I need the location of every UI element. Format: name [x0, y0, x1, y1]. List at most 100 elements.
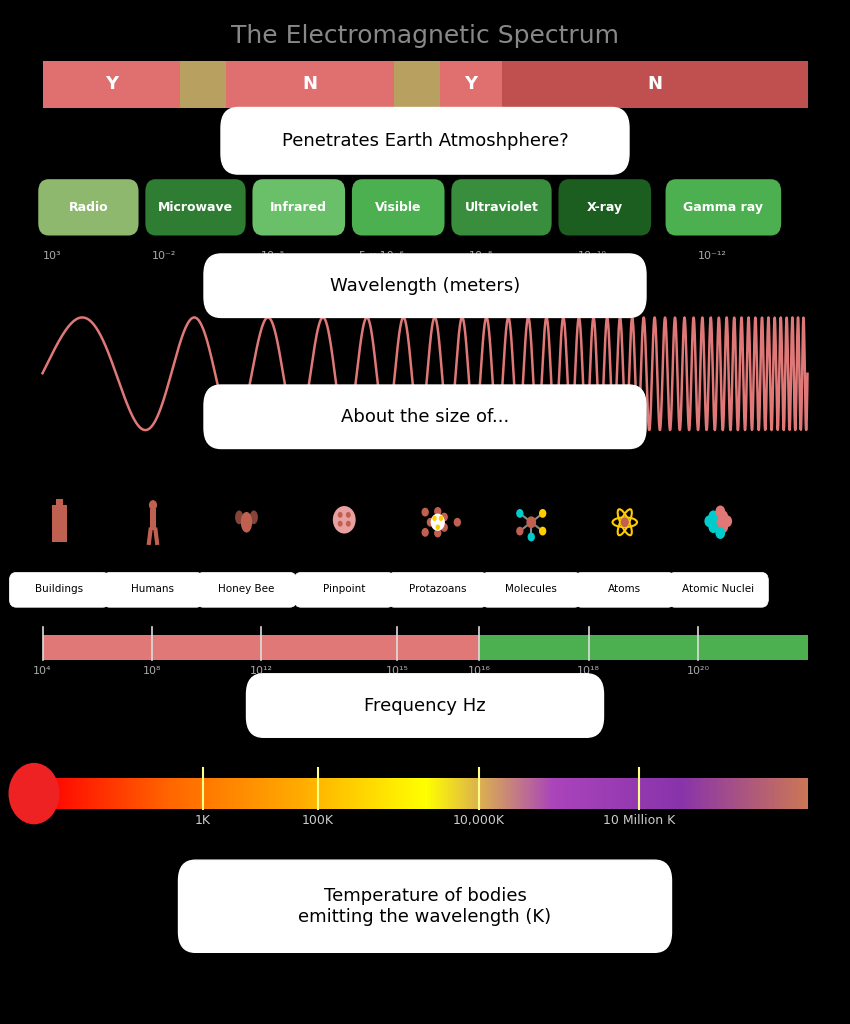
Bar [222, 778, 224, 809]
Bar [798, 778, 801, 809]
Bar [742, 778, 744, 809]
Bar [576, 778, 579, 809]
Bar [270, 778, 273, 809]
Bar [796, 778, 797, 809]
Ellipse shape [434, 528, 441, 538]
Bar [90, 778, 93, 809]
Bar [689, 778, 692, 809]
Bar [507, 778, 510, 809]
Bar [664, 778, 666, 809]
Bar [444, 778, 445, 809]
Bar [60, 778, 62, 809]
Bar [490, 778, 493, 809]
Bar [168, 778, 170, 809]
Bar [235, 778, 238, 809]
Bar [345, 778, 348, 809]
Text: Ultraviolet: Ultraviolet [465, 201, 538, 214]
Bar [711, 778, 713, 809]
Bar [515, 778, 518, 809]
Bar [255, 778, 258, 809]
Circle shape [439, 516, 443, 521]
Text: Infrared: Infrared [270, 201, 327, 214]
Bar [564, 778, 567, 809]
Circle shape [516, 509, 524, 518]
FancyBboxPatch shape [666, 179, 781, 236]
FancyBboxPatch shape [180, 61, 226, 108]
Bar [436, 778, 438, 809]
Bar [391, 778, 394, 809]
Bar [763, 778, 766, 809]
Circle shape [718, 521, 728, 534]
Circle shape [620, 517, 629, 527]
Text: 10¹⁶: 10¹⁶ [468, 666, 490, 676]
Bar [714, 778, 717, 809]
Bar [402, 778, 405, 809]
Bar [733, 778, 735, 809]
Bar [48, 778, 51, 809]
Bar [570, 778, 573, 809]
Circle shape [708, 521, 718, 534]
Bar [626, 778, 628, 809]
Bar [287, 778, 290, 809]
Text: 100K: 100K [302, 814, 334, 827]
Bar [604, 778, 606, 809]
Bar [437, 778, 439, 809]
Bar [105, 778, 108, 809]
FancyBboxPatch shape [668, 572, 768, 607]
Bar [561, 778, 564, 809]
Bar [725, 778, 728, 809]
Bar [448, 778, 451, 809]
Bar [552, 778, 554, 809]
Bar [240, 778, 242, 809]
Bar [100, 778, 103, 809]
Bar [275, 778, 277, 809]
Bar [289, 778, 292, 809]
Circle shape [716, 506, 725, 517]
Bar [768, 778, 770, 809]
Bar [281, 778, 284, 809]
Bar [286, 778, 288, 809]
Bar [115, 778, 116, 809]
Bar [215, 778, 218, 809]
Bar [607, 778, 609, 809]
Bar [757, 778, 759, 809]
Bar [373, 778, 376, 809]
Bar [258, 778, 261, 809]
Bar [494, 778, 496, 809]
Bar [766, 778, 768, 809]
Bar [633, 778, 636, 809]
FancyBboxPatch shape [178, 860, 672, 952]
Bar [320, 778, 322, 809]
Bar [298, 778, 300, 809]
Bar [728, 778, 730, 809]
Bar [605, 778, 608, 809]
Bar [192, 778, 195, 809]
Circle shape [346, 512, 351, 518]
Bar [113, 778, 116, 809]
Bar [144, 778, 146, 809]
Bar [411, 778, 414, 809]
Bar [656, 778, 659, 809]
Bar [666, 778, 667, 809]
Bar [232, 778, 235, 809]
Text: N: N [303, 76, 318, 93]
Bar [536, 778, 539, 809]
Bar [563, 778, 565, 809]
Bar [348, 778, 351, 809]
Bar [630, 778, 632, 809]
Bar [804, 778, 807, 809]
Bar [597, 778, 598, 809]
Bar [769, 778, 772, 809]
Bar [774, 778, 776, 809]
Bar [745, 778, 747, 809]
Bar [245, 778, 246, 809]
Bar [540, 778, 542, 809]
Bar [280, 778, 282, 809]
Bar [212, 778, 215, 809]
Bar [316, 778, 319, 809]
Bar [650, 778, 652, 809]
Text: N: N [647, 76, 662, 93]
Bar [615, 778, 617, 809]
Bar [460, 778, 462, 809]
Bar [207, 778, 208, 809]
